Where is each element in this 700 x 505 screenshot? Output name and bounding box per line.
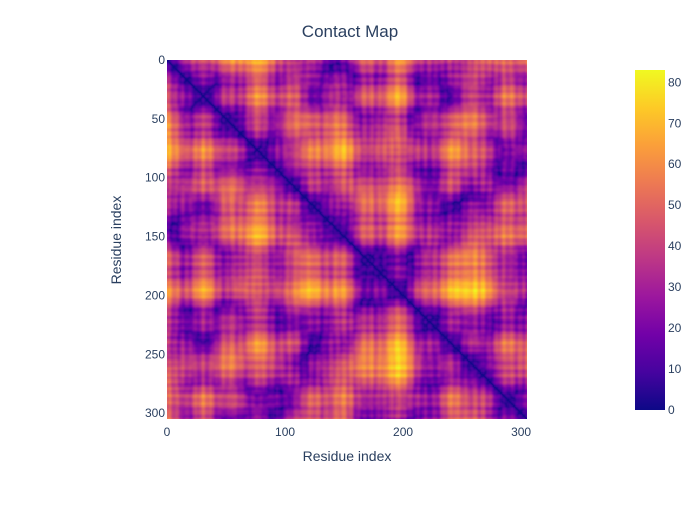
x-tick-label: 0 [164, 425, 171, 439]
colorbar-tick-label: 60 [668, 157, 682, 171]
y-tick-label: 50 [152, 112, 166, 126]
y-tick-label: 250 [145, 347, 165, 361]
heatmap-area [167, 60, 527, 419]
y-tick-label: 300 [145, 406, 165, 420]
x-axis-title: Residue index [303, 448, 392, 464]
colorbar-ticks: 0 10 20 30 40 50 60 70 80 [668, 75, 682, 417]
heatmap-canvas [167, 60, 527, 419]
chart-title: Contact Map [302, 22, 398, 41]
colorbar-tick-label: 50 [668, 198, 682, 212]
colorbar-tick-label: 20 [668, 321, 682, 335]
colorbar-tick-label: 40 [668, 239, 682, 253]
x-tick-label: 100 [275, 425, 295, 439]
x-tick-label: 200 [393, 425, 413, 439]
y-tick-label: 100 [145, 171, 165, 185]
colorbar-tick-label: 10 [668, 362, 682, 376]
y-tick-label: 0 [158, 53, 165, 67]
colorbar-tick-label: 70 [668, 116, 682, 130]
colorbar [635, 70, 665, 410]
colorbar-tick-label: 80 [668, 75, 682, 89]
colorbar-tick-label: 30 [668, 280, 682, 294]
x-axis-ticks: 0 100 200 300 [164, 425, 532, 439]
y-tick-label: 150 [145, 230, 165, 244]
y-axis-title: Residue index [108, 196, 124, 285]
y-tick-label: 200 [145, 288, 165, 302]
x-tick-label: 300 [511, 425, 531, 439]
y-axis-ticks: 0 50 100 150 200 250 300 [145, 53, 165, 420]
colorbar-tick-label: 0 [668, 403, 675, 417]
